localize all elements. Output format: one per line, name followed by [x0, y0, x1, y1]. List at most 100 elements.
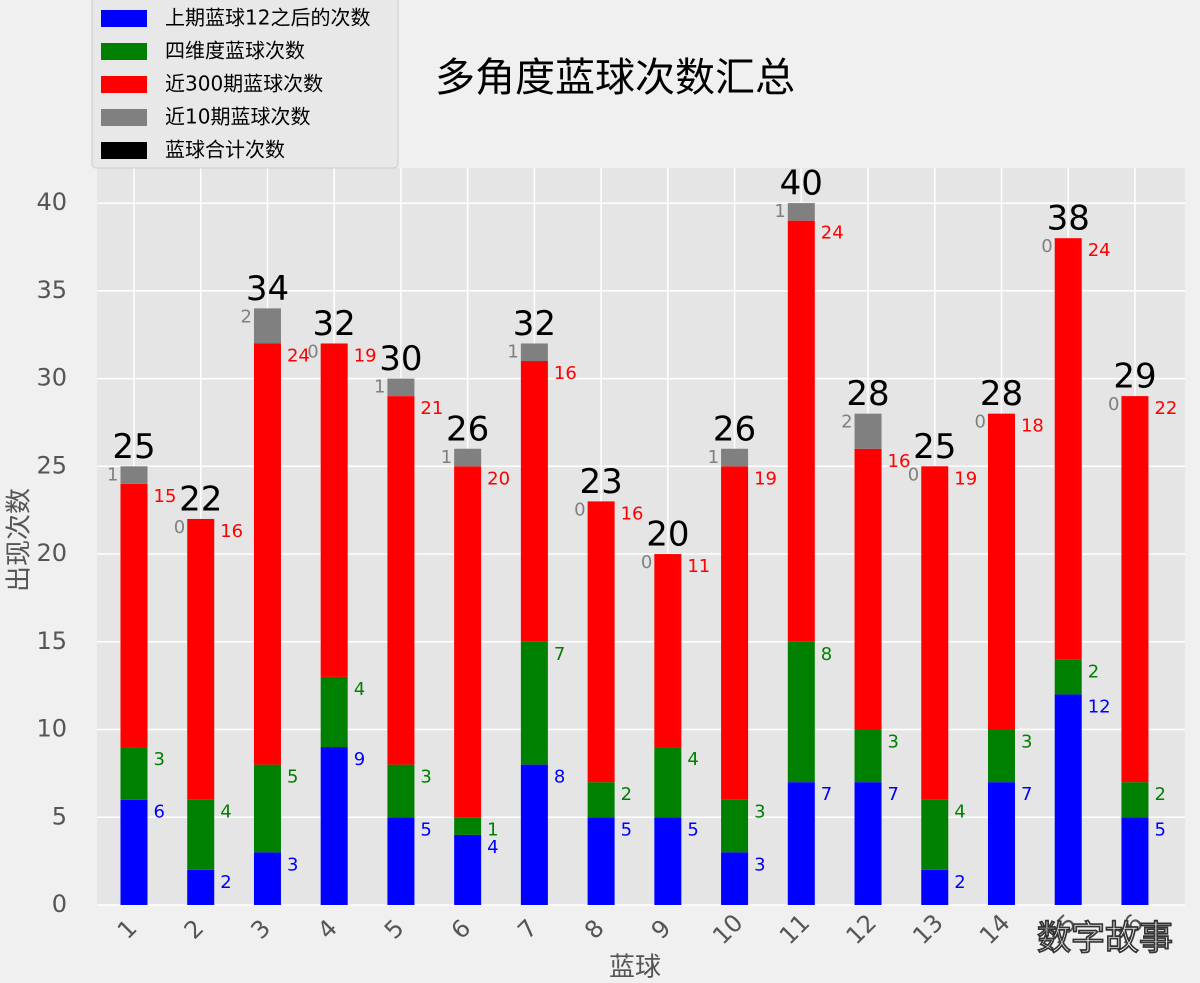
- legend-swatch: [101, 10, 147, 27]
- value-label: 1: [774, 201, 785, 222]
- value-label: 19: [954, 468, 977, 489]
- bar-segment: [1054, 694, 1082, 905]
- value-label: 2: [841, 412, 852, 433]
- bar-segment: [253, 852, 281, 905]
- total-label: 22: [179, 479, 222, 519]
- value-label: 8: [554, 767, 565, 788]
- total-label: 32: [513, 304, 556, 344]
- x-tick-label: 5: [379, 914, 410, 945]
- value-label: 20: [487, 468, 510, 489]
- value-label: 24: [821, 223, 844, 244]
- value-label: 5: [687, 819, 698, 840]
- value-label: 4: [954, 802, 965, 823]
- total-label: 26: [446, 409, 489, 449]
- x-tick-label: 4: [312, 914, 343, 945]
- bar-segment: [387, 817, 415, 905]
- y-tick-label: 5: [52, 802, 67, 830]
- value-label: 3: [1021, 732, 1032, 753]
- value-label: 7: [1021, 784, 1032, 805]
- value-label: 2: [954, 872, 965, 893]
- bar-segment: [120, 747, 148, 800]
- x-tick-label: 8: [579, 914, 610, 945]
- bar-segment: [787, 203, 815, 221]
- bar-segment: [1054, 238, 1082, 660]
- value-label: 7: [821, 784, 832, 805]
- value-label: 4: [354, 679, 365, 700]
- bar-segment: [387, 396, 415, 765]
- total-label: 32: [313, 304, 356, 344]
- bar-segment: [387, 764, 415, 818]
- total-label: 38: [1047, 199, 1090, 239]
- total-label: 28: [980, 374, 1023, 414]
- value-label: 4: [687, 749, 698, 770]
- y-tick-label: 0: [52, 890, 67, 918]
- value-label: 7: [888, 784, 899, 805]
- total-label: 28: [846, 374, 889, 414]
- bar-segment: [520, 641, 548, 765]
- total-label: 26: [713, 409, 756, 449]
- bar-segment: [454, 834, 482, 905]
- legend-label: 近300期蓝球次数: [165, 72, 323, 96]
- x-tick-label: 6: [446, 914, 477, 945]
- x-tick-label: 12: [841, 909, 882, 950]
- value-label: 0: [574, 499, 585, 520]
- value-label: 9: [354, 749, 365, 770]
- value-label: 19: [754, 468, 777, 489]
- value-label: 0: [174, 517, 185, 538]
- value-label: 11: [687, 556, 710, 577]
- y-tick-label: 35: [36, 276, 67, 304]
- x-tick-label: 7: [512, 914, 543, 945]
- value-label: 16: [554, 363, 577, 384]
- bar-segment: [921, 466, 949, 800]
- value-label: 24: [287, 345, 310, 366]
- x-tick-label: 11: [774, 909, 815, 950]
- legend-swatch: [101, 109, 147, 126]
- bar-segment: [120, 483, 148, 748]
- bar-segment: [253, 764, 281, 853]
- value-label: 1: [441, 447, 452, 468]
- legend-swatch: [101, 43, 147, 60]
- value-label: 0: [908, 464, 919, 485]
- value-label: 1: [708, 447, 719, 468]
- bar-segment: [320, 676, 348, 748]
- bar-segment: [120, 466, 148, 484]
- value-label: 4: [220, 802, 231, 823]
- bar-segment: [721, 448, 749, 467]
- x-tick-label: 9: [646, 914, 677, 945]
- x-tick-label: 10: [707, 909, 748, 950]
- bar-segment: [120, 799, 148, 905]
- bar-segment: [787, 782, 815, 905]
- value-label: 5: [287, 767, 298, 788]
- value-label: 3: [754, 854, 765, 875]
- y-tick-label: 20: [36, 539, 67, 567]
- total-label: 29: [1113, 357, 1156, 397]
- total-label: 34: [246, 269, 289, 309]
- bar-segment: [654, 554, 682, 748]
- value-label: 5: [420, 819, 431, 840]
- x-tick-label: 1: [112, 914, 143, 945]
- bar-segment: [587, 782, 615, 818]
- value-label: 3: [154, 749, 165, 770]
- x-tick-label: 2: [179, 914, 210, 945]
- value-label: 3: [287, 854, 298, 875]
- value-label: 3: [754, 802, 765, 823]
- value-label: 21: [420, 398, 443, 419]
- value-label: 8: [821, 644, 832, 665]
- total-label: 40: [780, 164, 823, 204]
- total-label: 23: [579, 462, 622, 502]
- total-label: 30: [379, 339, 422, 379]
- bar-segment: [454, 448, 482, 467]
- bar-segment: [987, 413, 1015, 730]
- value-label: 18: [1021, 416, 1044, 437]
- bar-segment: [1121, 817, 1149, 905]
- value-label: 0: [1041, 236, 1052, 257]
- value-label: 1: [507, 341, 518, 362]
- value-label: 19: [354, 345, 377, 366]
- bar-segment: [721, 852, 749, 905]
- legend-label: 蓝球合计次数: [165, 138, 285, 162]
- bar-segment: [654, 747, 682, 818]
- value-label: 16: [621, 503, 644, 524]
- bar-segment: [320, 343, 348, 677]
- bar-segment: [987, 729, 1015, 783]
